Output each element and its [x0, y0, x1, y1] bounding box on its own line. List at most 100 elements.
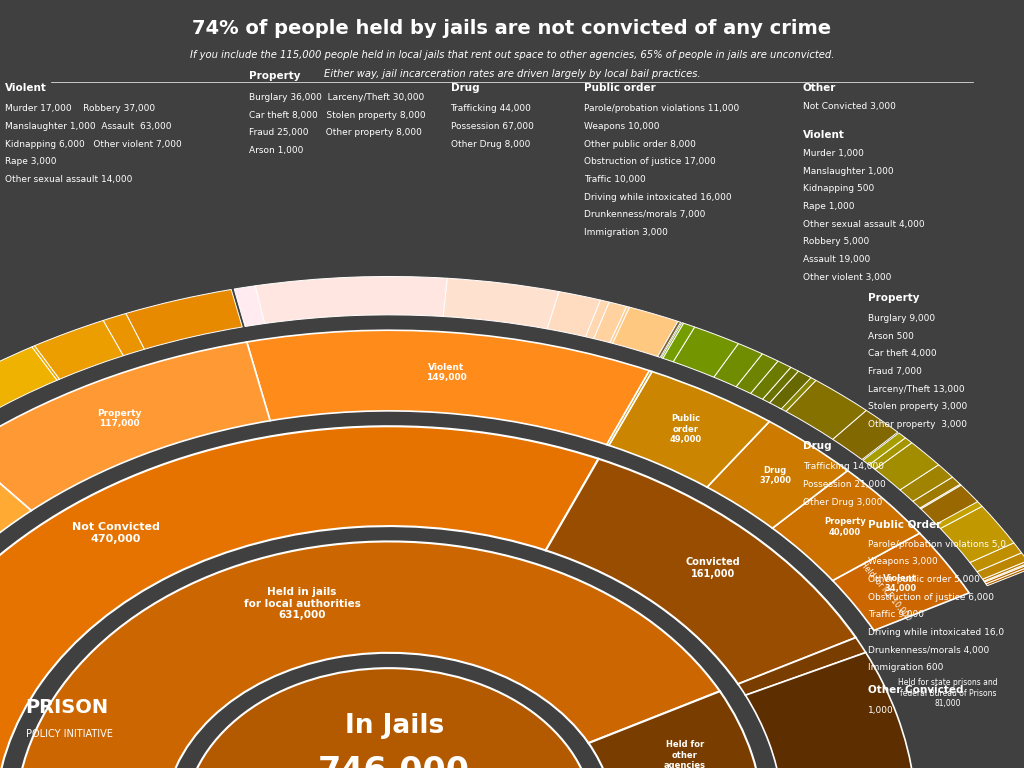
Wedge shape — [707, 422, 848, 528]
Wedge shape — [0, 347, 57, 415]
Text: Kidnapping 6,000   Other violent 7,000: Kidnapping 6,000 Other violent 7,000 — [5, 140, 182, 149]
Text: Manslaughter 1,000  Assault  63,000: Manslaughter 1,000 Assault 63,000 — [5, 122, 172, 131]
Wedge shape — [0, 449, 32, 680]
Text: PRISON: PRISON — [26, 697, 109, 717]
Wedge shape — [663, 323, 694, 362]
Wedge shape — [986, 566, 1024, 586]
Text: Stolen property 3,000: Stolen property 3,000 — [868, 402, 968, 412]
Text: Driving while intoxicated 16,0: Driving while intoxicated 16,0 — [868, 628, 1005, 637]
Text: Fraud 7,000: Fraud 7,000 — [868, 367, 923, 376]
Wedge shape — [657, 321, 681, 357]
Wedge shape — [935, 501, 982, 528]
Wedge shape — [247, 330, 649, 445]
Wedge shape — [0, 342, 270, 511]
Wedge shape — [35, 320, 123, 379]
Wedge shape — [763, 367, 799, 403]
Wedge shape — [785, 380, 866, 439]
Wedge shape — [0, 426, 599, 768]
Text: Manslaughter 1,000: Manslaughter 1,000 — [803, 167, 894, 176]
Wedge shape — [662, 323, 684, 359]
Text: Violent: Violent — [803, 131, 845, 141]
Wedge shape — [874, 442, 939, 490]
Text: Held for state prisons and
federal Bureau of Prisons
81,000: Held for state prisons and federal Burea… — [898, 678, 997, 708]
Text: Robbery 5,000: Robbery 5,000 — [803, 237, 869, 247]
Text: Other public order 8,000: Other public order 8,000 — [584, 140, 695, 149]
Wedge shape — [779, 376, 816, 412]
Wedge shape — [586, 300, 609, 339]
Text: Property
117,000: Property 117,000 — [97, 409, 141, 429]
Text: Weapons 3,000: Weapons 3,000 — [868, 558, 938, 567]
Wedge shape — [607, 371, 652, 445]
Text: Public order: Public order — [584, 83, 655, 93]
Text: Murder 17,000    Robbery 37,000: Murder 17,000 Robbery 37,000 — [5, 104, 156, 114]
Text: Parole/probation violations 5,0: Parole/probation violations 5,0 — [868, 540, 1007, 549]
Wedge shape — [714, 343, 762, 387]
Wedge shape — [920, 485, 962, 509]
Text: Held for
other
agencies
115,000: Held for other agencies 115,000 — [664, 740, 706, 768]
Text: Drug: Drug — [803, 442, 831, 452]
Wedge shape — [863, 433, 905, 465]
Text: Drunkenness/morals 7,000: Drunkenness/morals 7,000 — [584, 210, 706, 220]
Text: Held for ICE 10,000: Held for ICE 10,000 — [858, 560, 912, 622]
Text: Arson 500: Arson 500 — [868, 332, 914, 341]
Wedge shape — [970, 543, 1022, 571]
Text: Rape 3,000: Rape 3,000 — [5, 157, 56, 167]
Wedge shape — [594, 302, 627, 343]
Text: 1,000: 1,000 — [868, 706, 894, 715]
Wedge shape — [833, 410, 898, 459]
Text: Obstruction of justice 17,000: Obstruction of justice 17,000 — [584, 157, 716, 167]
Wedge shape — [234, 286, 264, 326]
Text: Held in jails
for local authorities
631,000: Held in jails for local authorities 631,… — [244, 587, 360, 621]
Text: Property: Property — [249, 71, 300, 81]
Wedge shape — [940, 506, 1014, 562]
Text: Not Convicted
470,000: Not Convicted 470,000 — [72, 522, 160, 544]
Text: Not Convicted 3,000: Not Convicted 3,000 — [803, 102, 896, 111]
Wedge shape — [184, 668, 594, 768]
Text: Obstruction of justice 6,000: Obstruction of justice 6,000 — [868, 593, 994, 602]
Wedge shape — [921, 485, 978, 525]
Wedge shape — [443, 278, 559, 329]
Wedge shape — [103, 313, 144, 356]
Text: Parole/probation violations 11,000: Parole/probation violations 11,000 — [584, 104, 739, 114]
Text: Trafficking 44,000: Trafficking 44,000 — [451, 104, 531, 114]
Text: Other sexual assault 4,000: Other sexual assault 4,000 — [803, 220, 925, 229]
Text: 746,000: 746,000 — [318, 756, 470, 768]
Text: POLICY INITIATIVE: POLICY INITIATIVE — [26, 730, 113, 740]
Text: Kidnapping 500: Kidnapping 500 — [803, 184, 874, 194]
Text: Other violent 3,000: Other violent 3,000 — [803, 273, 891, 282]
Text: Property
40,000: Property 40,000 — [823, 518, 865, 537]
Text: Drug: Drug — [451, 83, 479, 93]
Wedge shape — [912, 477, 961, 508]
Text: Trafficking 14,000: Trafficking 14,000 — [803, 462, 884, 472]
Text: Other: Other — [803, 83, 837, 93]
Text: Traffic 10,000: Traffic 10,000 — [584, 175, 645, 184]
Text: Assault 19,000: Assault 19,000 — [803, 255, 870, 264]
Text: Rape 1,000: Rape 1,000 — [803, 202, 854, 211]
Text: Possession 21,000: Possession 21,000 — [803, 480, 886, 489]
Wedge shape — [833, 533, 969, 631]
Wedge shape — [673, 327, 738, 377]
Wedge shape — [612, 307, 678, 356]
Text: Immigration 600: Immigration 600 — [868, 664, 944, 673]
Wedge shape — [745, 653, 913, 768]
Text: Murder 1,000: Murder 1,000 — [803, 149, 863, 158]
Text: If you include the 115,000 people held in local jails that rent out space to oth: If you include the 115,000 people held i… — [189, 50, 835, 60]
Text: Car theft 4,000: Car theft 4,000 — [868, 349, 937, 359]
Text: Weapons 10,000: Weapons 10,000 — [584, 122, 659, 131]
Wedge shape — [610, 306, 630, 343]
Wedge shape — [738, 637, 865, 695]
Wedge shape — [255, 276, 447, 323]
Text: Either way, jail incarceration rates are driven largely by local bail practices.: Either way, jail incarceration rates are… — [324, 69, 700, 79]
Text: Car theft 8,000   Stolen property 8,000: Car theft 8,000 Stolen property 8,000 — [249, 111, 425, 120]
Wedge shape — [736, 354, 778, 393]
Text: Public Order: Public Order — [868, 521, 942, 531]
Text: Burglary 9,000: Burglary 9,000 — [868, 314, 936, 323]
Text: Immigration 3,000: Immigration 3,000 — [584, 228, 668, 237]
Text: In Jails: In Jails — [345, 713, 443, 739]
Wedge shape — [869, 438, 911, 469]
Text: Traffic 9,000: Traffic 9,000 — [868, 611, 925, 620]
Text: Other Convicted: Other Convicted — [868, 685, 964, 695]
Wedge shape — [984, 564, 1024, 584]
Wedge shape — [15, 541, 720, 768]
Text: Driving while intoxicated 16,000: Driving while intoxicated 16,000 — [584, 193, 731, 202]
